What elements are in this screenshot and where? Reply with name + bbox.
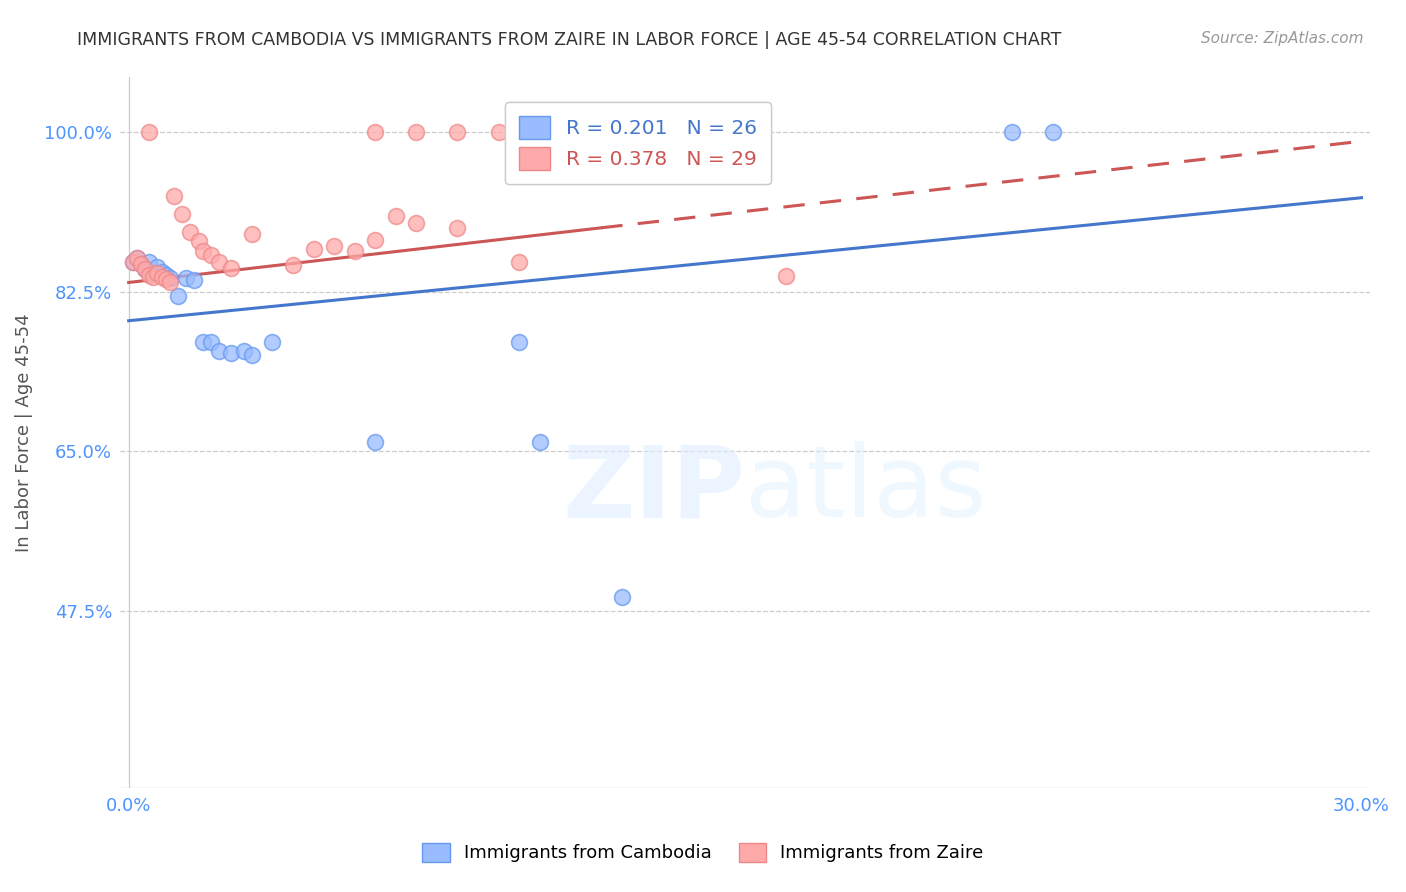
Point [138,254,160,268]
Point [529,434,551,449]
Point [343,244,366,258]
Point [208,254,231,268]
Point [1001,125,1024,139]
Point [191,244,214,258]
Point [200,248,222,262]
Point [146,266,169,280]
Point [134,261,156,276]
Point [129,257,152,271]
Point [187,235,209,249]
Point [200,334,222,349]
Point [155,268,177,283]
Point [488,125,510,139]
Point [138,125,160,139]
Point [167,289,190,303]
Point [129,257,152,271]
Point [240,348,263,362]
Point [508,334,530,349]
Point [159,271,181,285]
Text: ZIP: ZIP [562,442,745,538]
Point [125,251,148,265]
Point [146,260,169,274]
Point [150,270,173,285]
Point [121,254,143,268]
Point [150,264,173,278]
Point [302,242,325,256]
Point [405,216,427,230]
Point [232,343,254,358]
Point [221,260,243,275]
Point [446,220,468,235]
Point [208,343,231,358]
Point [155,272,177,286]
Point [364,233,387,247]
Point [529,125,551,139]
Point [142,266,165,280]
Point [446,125,468,139]
Y-axis label: In Labor Force | Age 45-54: In Labor Force | Age 45-54 [15,313,32,552]
Point [775,269,797,284]
Point [174,271,197,285]
Point [179,225,201,239]
Legend: R = 0.201   N = 26, R = 0.378   N = 29: R = 0.201 N = 26, R = 0.378 N = 29 [505,102,770,185]
Point [138,268,160,283]
Point [262,334,284,349]
Text: IMMIGRANTS FROM CAMBODIA VS IMMIGRANTS FROM ZAIRE IN LABOR FORCE | AGE 45-54 COR: IMMIGRANTS FROM CAMBODIA VS IMMIGRANTS F… [77,31,1062,49]
Point [384,209,406,223]
Point [240,227,263,242]
Point [134,261,156,276]
Point [142,270,165,285]
Point [191,334,214,349]
Point [405,125,427,139]
Point [364,434,387,449]
Point [121,254,143,268]
Point [508,254,530,268]
Text: Source: ZipAtlas.com: Source: ZipAtlas.com [1201,31,1364,46]
Point [323,239,346,253]
Point [610,590,633,604]
Point [125,251,148,265]
Point [183,273,205,287]
Point [364,125,387,139]
Point [221,345,243,359]
Legend: Immigrants from Cambodia, Immigrants from Zaire: Immigrants from Cambodia, Immigrants fro… [415,836,991,870]
Point [159,275,181,289]
Point [163,189,186,203]
Text: atlas: atlas [745,442,987,538]
Point [172,207,194,221]
Point [1042,125,1064,139]
Point [281,258,304,272]
